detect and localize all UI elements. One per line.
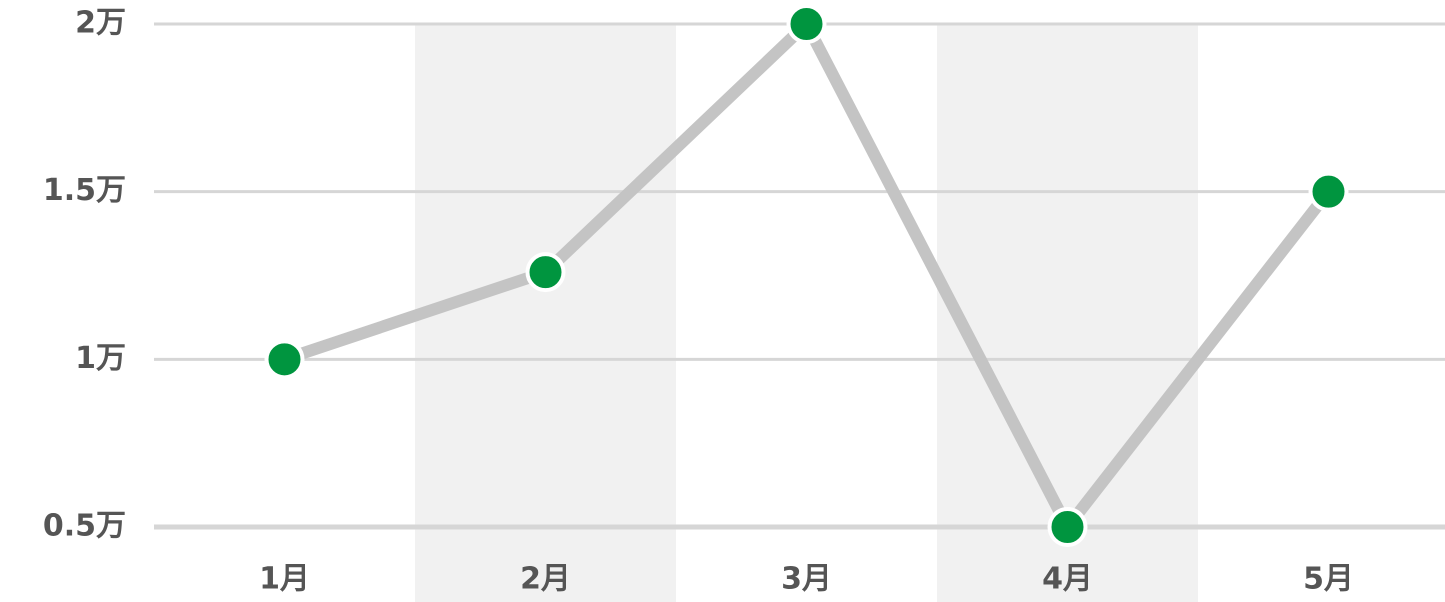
y-tick-label: 2万 bbox=[75, 6, 126, 41]
point bbox=[525, 252, 566, 293]
x-tick-label: 1月 bbox=[259, 562, 310, 597]
point bbox=[1308, 171, 1349, 212]
band-shade bbox=[415, 24, 676, 602]
y-tick-label: 1.5万 bbox=[43, 173, 126, 208]
x-tick-label: 4月 bbox=[1042, 562, 1093, 597]
band-shade bbox=[937, 24, 1198, 602]
point bbox=[786, 4, 827, 44]
point bbox=[1047, 507, 1088, 547]
y-tick-label: 0.5万 bbox=[43, 509, 126, 544]
x-tick-label: 2月 bbox=[520, 562, 571, 597]
y-tick-label: 1万 bbox=[75, 341, 126, 376]
x-tick-label: 5月 bbox=[1303, 562, 1354, 597]
point bbox=[264, 339, 305, 380]
x-tick-label: 3月 bbox=[781, 562, 832, 597]
